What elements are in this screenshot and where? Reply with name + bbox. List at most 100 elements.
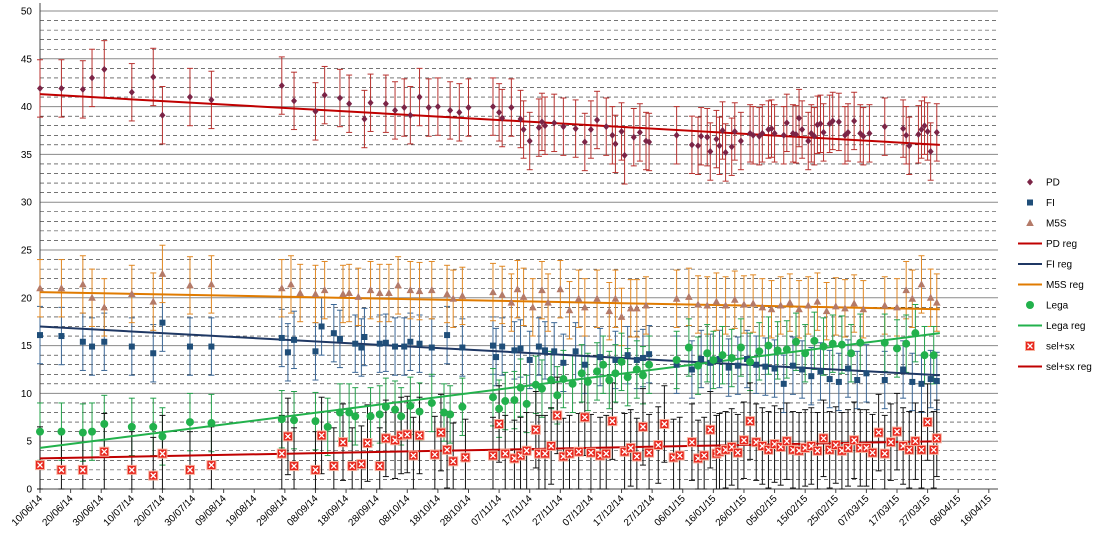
legend-swatch-pd xyxy=(1027,178,1033,186)
pd-point xyxy=(560,123,567,131)
m5s-point xyxy=(538,286,546,294)
lega-point xyxy=(810,336,819,345)
sel-sx-error-bar xyxy=(376,427,383,490)
data-point-cross xyxy=(340,439,346,446)
lega-point xyxy=(381,402,390,411)
lega-point xyxy=(599,360,608,369)
legend-item-lega-reg: Lega reg xyxy=(1018,321,1085,332)
pd-point xyxy=(759,129,766,137)
data-point-cross xyxy=(542,450,548,457)
lega-point xyxy=(559,375,568,384)
fi-point xyxy=(572,348,579,355)
data-point-cross xyxy=(655,442,662,448)
lega-point xyxy=(311,417,320,426)
legend-item-sel-sx: sel+sx xyxy=(1025,341,1075,353)
lega-point xyxy=(501,397,510,406)
data-point-cross xyxy=(881,450,888,457)
x-tick-label: 10/06/14 xyxy=(10,493,46,529)
data-point-cross xyxy=(278,450,285,457)
pd-point xyxy=(915,130,922,138)
lega-point xyxy=(801,349,810,358)
lega-point xyxy=(185,418,194,427)
m5s-point xyxy=(813,297,822,305)
lega-point xyxy=(709,355,718,364)
lega-point xyxy=(920,351,929,360)
m5s-point xyxy=(841,304,849,312)
data-point-cross xyxy=(701,452,708,459)
data-point-cross xyxy=(349,463,356,470)
pd-point xyxy=(903,131,910,139)
sel-sx-point xyxy=(310,464,321,475)
m5s-point xyxy=(642,301,650,309)
sel-sx-point xyxy=(435,427,446,438)
lega-point xyxy=(127,422,136,431)
pd-point xyxy=(646,138,653,146)
x-tick-label: 08/09/14 xyxy=(285,493,321,529)
fi-point xyxy=(208,343,215,350)
lega-point xyxy=(366,412,375,421)
m5s-point xyxy=(296,289,304,297)
lega-point xyxy=(553,391,562,400)
sel-sx-error-bar xyxy=(330,427,337,490)
sel-sx-point xyxy=(276,448,287,459)
y-tick-label: 10 xyxy=(21,389,33,400)
fi-point xyxy=(918,380,925,387)
lega-point xyxy=(149,422,158,431)
lega-point xyxy=(892,344,901,353)
pd-point xyxy=(860,132,867,140)
pd-point xyxy=(704,133,711,141)
lega-point xyxy=(427,398,436,407)
m5s-point xyxy=(703,301,712,309)
y-tick-label: 25 xyxy=(21,246,33,257)
data-point-cross xyxy=(312,466,319,473)
m5s-point xyxy=(626,304,635,312)
pd-point xyxy=(367,99,374,107)
data-point-cross xyxy=(661,421,668,427)
sel-sx-point xyxy=(607,416,618,427)
data-point-cross xyxy=(416,432,423,439)
pd-point xyxy=(783,119,790,127)
m5s-reg-line xyxy=(39,291,940,311)
m5s-point xyxy=(611,294,620,302)
pd-point xyxy=(829,117,836,125)
lega-point xyxy=(458,402,467,411)
sel-sx-point xyxy=(812,445,823,456)
x-tick-label: 07/12/14 xyxy=(561,493,597,529)
y-tick-label: 45 xyxy=(21,54,33,65)
sel-sx-point xyxy=(530,424,541,435)
legend-label-fi-reg: FI reg xyxy=(1046,260,1072,271)
m5s-point xyxy=(287,280,295,288)
sel-sx-point xyxy=(564,448,575,459)
data-point-cross xyxy=(376,463,383,470)
pd-point xyxy=(538,118,545,126)
pd-point xyxy=(361,115,368,123)
pd-point xyxy=(768,125,775,133)
pd-point xyxy=(517,115,524,123)
legend-label-fi: FI xyxy=(1046,198,1055,209)
pd-point xyxy=(581,138,588,146)
y-tick-label: 30 xyxy=(21,198,33,209)
lega-point xyxy=(694,361,703,370)
fi-point xyxy=(688,366,695,373)
m5s-point xyxy=(320,286,329,294)
pd-point xyxy=(927,148,934,156)
pd-point xyxy=(594,116,601,124)
data-point-cross xyxy=(382,435,389,442)
fi-point xyxy=(517,345,524,352)
x-tick-label: 27/03/15 xyxy=(897,493,933,529)
fi-point xyxy=(927,376,934,383)
m5s-point xyxy=(158,269,167,277)
sel-sx-point xyxy=(781,436,792,447)
fi-point xyxy=(459,344,466,351)
lega-point xyxy=(36,427,44,436)
fi-point xyxy=(744,355,751,362)
legend-label-sel-sx-reg: sel+sx reg xyxy=(1046,362,1092,373)
sel-sx-point xyxy=(585,447,596,458)
fi-point xyxy=(401,343,408,350)
y-tick-label: 15 xyxy=(21,341,33,352)
pd-point xyxy=(101,65,108,73)
fi-point xyxy=(511,347,518,354)
lega-point xyxy=(736,343,745,352)
fi-point xyxy=(336,335,343,342)
